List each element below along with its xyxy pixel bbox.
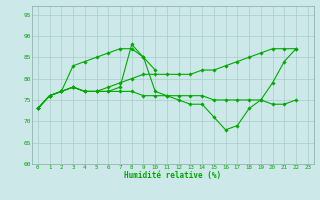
X-axis label: Humidité relative (%): Humidité relative (%) — [124, 171, 221, 180]
